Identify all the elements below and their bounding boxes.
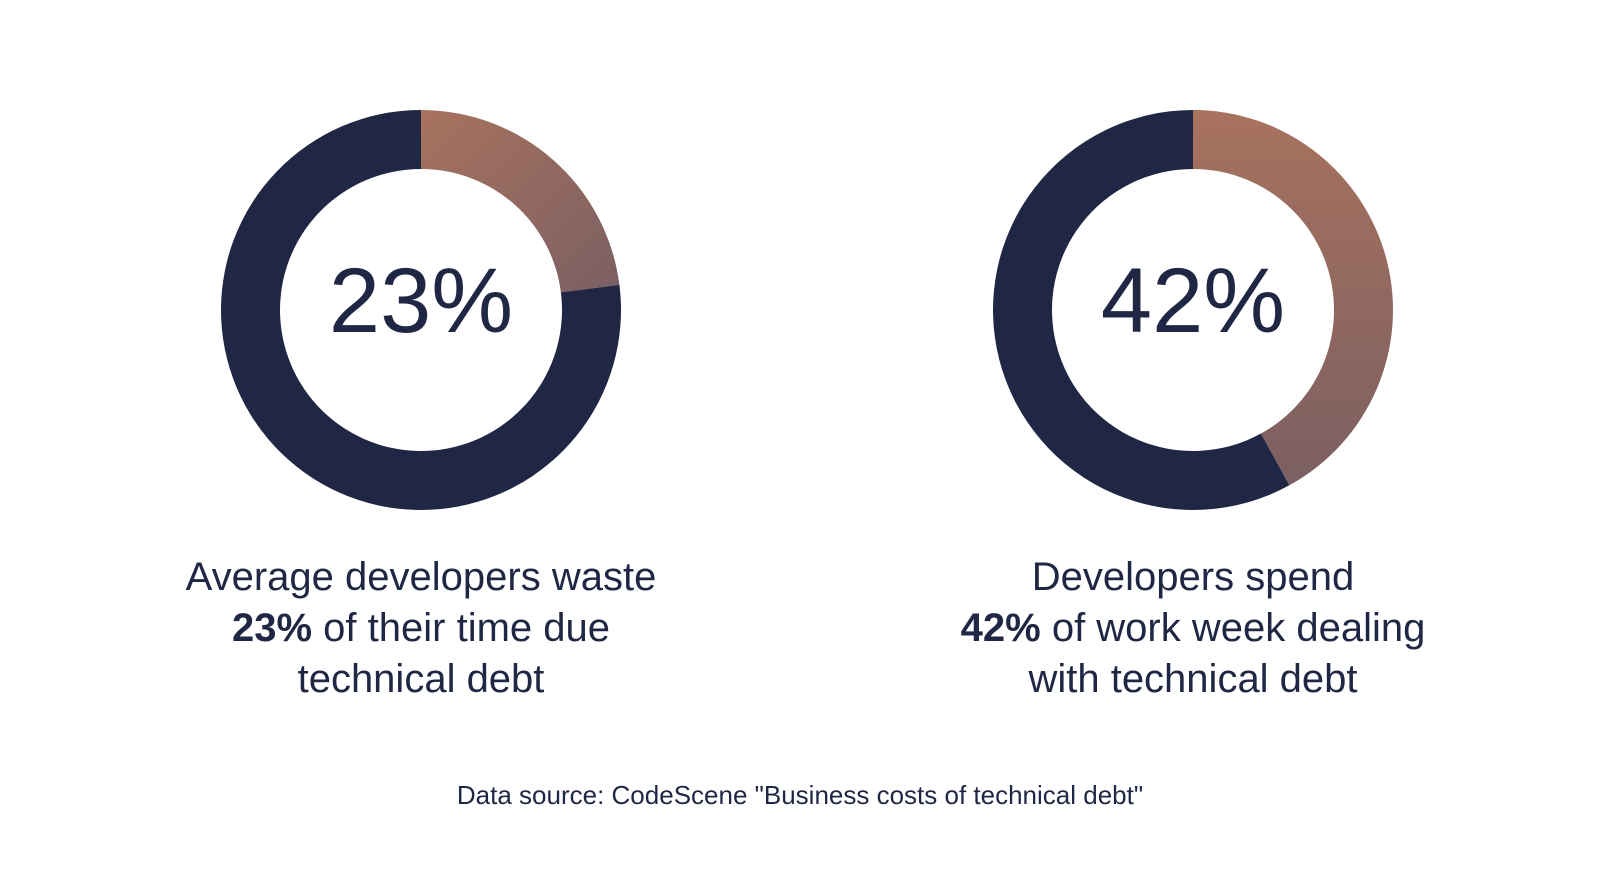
caption-line-2: 42% of work week dealing (913, 603, 1473, 654)
donut-slice-highlight (421, 110, 620, 293)
donut-chart-right: 42% (993, 110, 1393, 510)
caption-highlight: 23% (232, 606, 313, 650)
caption-left: Average developers waste 23% of their ti… (141, 552, 701, 705)
caption-right: Developers spend 42% of work week dealin… (913, 552, 1473, 705)
caption-line-3: with technical debt (1028, 657, 1358, 701)
chart-left: 23% Average developers waste 23% of thei… (0, 0, 800, 760)
caption-line-1: Developers spend (1031, 555, 1355, 599)
donut-slice-remainder (221, 110, 622, 510)
caption-line-3: technical debt (297, 657, 545, 701)
donut-slice-highlight (1193, 110, 1393, 486)
data-source-note: Data source: CodeScene "Business costs o… (456, 780, 1144, 810)
caption-line-2: 23% of their time due (141, 603, 701, 654)
donut-slice-remainder (993, 110, 1290, 510)
center-value: 42% (1101, 250, 1285, 352)
caption-line-2-rest: of their time due (312, 606, 610, 650)
caption-line-1: Average developers waste (185, 555, 657, 599)
caption-line-2-rest: of work week dealing (1040, 606, 1426, 650)
caption-highlight: 42% (960, 606, 1041, 650)
center-value: 23% (329, 250, 513, 352)
chart-right: 42% Developers spend 42% of work week de… (800, 0, 1600, 760)
donut-chart-left: 23% (221, 110, 622, 510)
